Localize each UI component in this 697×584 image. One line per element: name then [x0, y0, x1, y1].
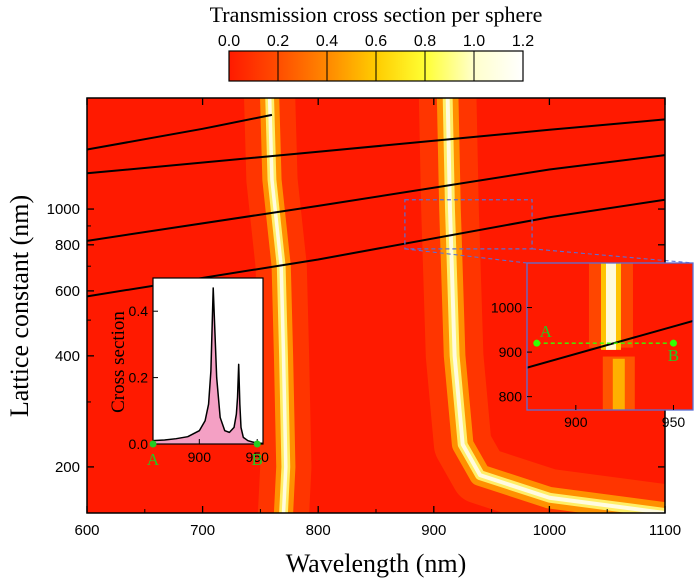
- inset-frame: [152, 277, 264, 445]
- y-tick-label: 1000: [47, 201, 80, 218]
- inset-y-tick-label: 0.0: [129, 436, 149, 452]
- zoom-band-lower: [612, 358, 625, 410]
- zoom-x-tick-label: 900: [564, 414, 588, 430]
- x-tick-label: 700: [190, 522, 215, 539]
- inset-marker-b: [253, 440, 261, 448]
- zoom-marker-label: B: [668, 346, 679, 365]
- y-axis-label: Lattice constant (nm): [5, 195, 34, 417]
- x-tick-label: 600: [74, 522, 99, 539]
- inset-marker-label: B: [252, 450, 263, 469]
- zoom-y-tick-label: 900: [499, 344, 523, 360]
- zoom-connector-upper: [532, 248, 694, 264]
- inset-y-tick-label: 0.2: [129, 370, 149, 386]
- zoom-band-core: [605, 263, 616, 350]
- zoom-marker-b: [669, 339, 677, 347]
- colorbar-tick-label: 0.8: [414, 33, 436, 50]
- spectrum-line: [153, 287, 263, 444]
- y-tick-label: 800: [55, 237, 80, 254]
- inset-spectrum: 900 950 0.0 0.2 0.4 A B Cross section: [108, 277, 270, 469]
- colorbar: 0.0 0.2 0.4 0.6 0.8 1.0 1.2: [218, 33, 534, 82]
- y-tick-label: 600: [55, 283, 80, 300]
- zoom-x-tick-label: 950: [662, 414, 686, 430]
- colorbar-tick-label: 1.2: [512, 33, 534, 50]
- colorbar-title: Transmission cross section per sphere: [210, 2, 543, 27]
- x-tick-label: 800: [306, 522, 331, 539]
- rayleigh-line: [87, 113, 273, 151]
- zoom-y-tick-label: 1000: [491, 300, 522, 316]
- colorbar-tick-label: 1.0: [463, 33, 485, 50]
- inset-y-tick-label: 0.4: [129, 303, 149, 319]
- x-tick-label: 900: [421, 522, 446, 539]
- resonance-peak: [267, 98, 288, 513]
- x-axis-label: Wavelength (nm): [286, 549, 467, 578]
- zoom-panel: 900 950 800 900 1000 A B: [491, 262, 694, 430]
- zoom-marker-a: [533, 339, 541, 347]
- resonance-peak: [445, 98, 665, 513]
- y-tick-label: 200: [55, 459, 80, 476]
- zoom-region-box: [404, 199, 533, 250]
- x-tick-label: 1100: [649, 522, 681, 539]
- inset-y-axis-label: Cross section: [108, 311, 129, 413]
- inset-x-tick-label: 900: [188, 449, 212, 465]
- colorbar-tick-label: 0.4: [316, 33, 338, 50]
- colorbar-tick-label: 0.6: [365, 33, 387, 50]
- rayleigh-line: [87, 118, 665, 175]
- inset-marker-a: [149, 440, 157, 448]
- zoom-frame: [526, 262, 694, 411]
- zoom-marker-label: A: [540, 322, 553, 341]
- zoom-rayleigh-line: [527, 319, 693, 369]
- colorbar-tick-label: 0.0: [218, 33, 240, 50]
- inset-x-tick-label: 950: [246, 449, 270, 465]
- spectrum-area: [153, 287, 263, 444]
- zoom-y-tick-label: 800: [499, 389, 523, 405]
- y-tick-label: 400: [55, 348, 80, 365]
- rayleigh-line: [87, 154, 665, 242]
- x-tick-label: 1000: [533, 522, 566, 539]
- inset-marker-label: A: [147, 450, 160, 469]
- colorbar-tick-label: 0.2: [267, 33, 289, 50]
